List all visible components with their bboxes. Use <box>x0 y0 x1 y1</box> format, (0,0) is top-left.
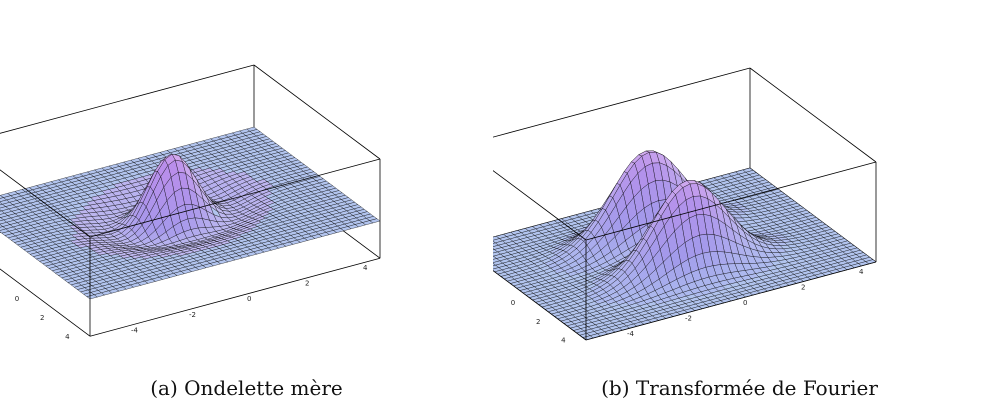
y-tick-label: -2 <box>685 315 692 323</box>
surface-mesh-1 <box>493 150 877 341</box>
y-tick-label: -4 <box>131 326 139 334</box>
x-tick-label: 0 <box>15 295 19 303</box>
box-front-edges-1 <box>493 161 877 341</box>
caption-a: (a) Ondelette mère <box>150 376 343 400</box>
surface-mesh-0 <box>0 126 381 300</box>
x-tick-label: 4 <box>65 333 70 341</box>
caption-b: (b) Transformée de Fourier <box>601 376 878 400</box>
y-tick-label: -4 <box>627 330 635 338</box>
y-tick-label: 2 <box>801 283 805 291</box>
x-tick-label: 2 <box>536 318 540 326</box>
x-tick-label: 2 <box>40 314 44 322</box>
y-tick-label: 4 <box>363 264 368 272</box>
y-tick-label: 4 <box>859 268 864 276</box>
y-tick-label: 0 <box>743 299 747 307</box>
y-tick-label: 2 <box>305 280 309 288</box>
y-tick-label: 0 <box>247 295 251 303</box>
box-front-edges-0 <box>0 158 381 337</box>
y-tick-label: -2 <box>189 311 196 319</box>
x-tick-label: 0 <box>511 299 515 307</box>
x-tick-label: 4 <box>561 337 566 345</box>
